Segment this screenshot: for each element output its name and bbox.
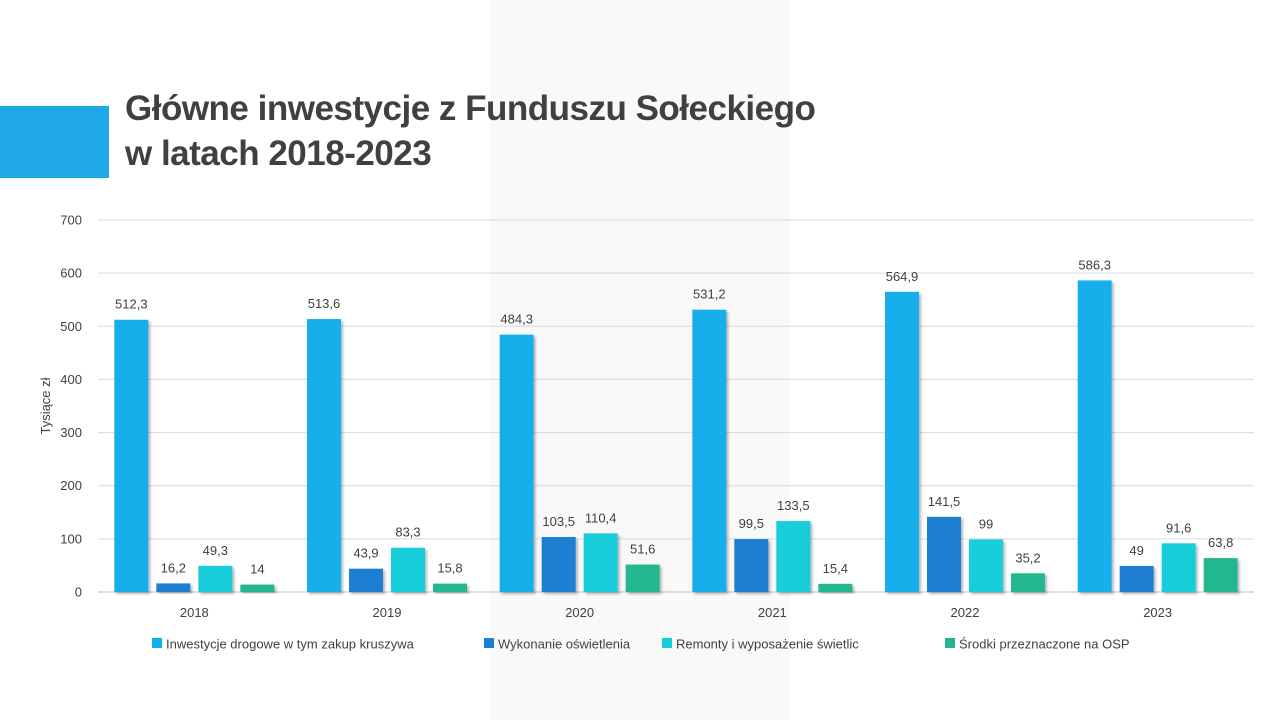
bar-series-3 <box>391 547 425 592</box>
bar-series-2 <box>927 516 961 592</box>
data-label: 531,2 <box>693 287 726 302</box>
data-label: 35,2 <box>1015 550 1040 565</box>
slide-title-line-2: w latach 2018-2023 <box>125 134 432 173</box>
data-label: 110,4 <box>585 510 617 525</box>
data-label: 99,5 <box>739 516 764 531</box>
data-label: 15,4 <box>823 561 848 576</box>
legend-label: Wykonanie oświetlenia <box>498 637 631 652</box>
data-label: 99 <box>979 516 993 531</box>
bar-series-2 <box>734 539 769 592</box>
y-tick-label: 700 <box>60 213 82 228</box>
y-tick-label: 400 <box>60 372 82 387</box>
data-label: 512,3 <box>115 297 148 312</box>
bar-series-4 <box>1011 573 1045 592</box>
y-tick-label: 500 <box>60 319 82 334</box>
data-label: 49,3 <box>203 543 228 558</box>
bar-series-3 <box>583 533 618 592</box>
bar-series-3 <box>776 521 811 592</box>
legend-swatch <box>484 638 494 648</box>
bar-series-1 <box>1077 280 1112 592</box>
x-tick-label: 2020 <box>565 605 594 620</box>
x-tick-label: 2019 <box>373 605 402 620</box>
bar-series-2 <box>1119 565 1154 592</box>
y-axis-ticks: 0 100 200 300 400 500 600 700 <box>60 213 82 600</box>
legend-swatch <box>152 638 162 648</box>
bar-series-3 <box>198 565 233 592</box>
y-tick-label: 200 <box>60 478 82 493</box>
data-label: 16,2 <box>161 560 186 575</box>
x-tick-label: 2022 <box>951 605 980 620</box>
y-tick-label: 600 <box>60 266 82 281</box>
background-band <box>490 0 789 720</box>
bars <box>114 280 1238 592</box>
bar-series-1 <box>885 291 919 592</box>
bar-series-4 <box>625 564 660 592</box>
bar-series-3 <box>1161 543 1196 592</box>
data-label: 103,5 <box>542 514 575 529</box>
data-label: 484,3 <box>500 312 533 327</box>
y-axis-label: Tysiące zł <box>38 377 53 434</box>
legend-label: Remonty i wyposażenie świetlic <box>676 637 859 652</box>
slide-title: Główne inwestycje z Funduszu Sołeckiego … <box>125 86 1025 176</box>
data-label: 513,6 <box>308 296 341 311</box>
data-label: 49 <box>1129 543 1143 558</box>
bar-series-1 <box>307 319 341 592</box>
bar-series-2 <box>541 536 576 592</box>
x-tick-label: 2021 <box>758 605 787 620</box>
bar-series-1 <box>114 319 149 592</box>
y-tick-label: 0 <box>75 585 82 600</box>
y-tick-label: 300 <box>60 425 82 440</box>
legend-swatch <box>945 638 955 648</box>
data-label: 14 <box>250 562 264 577</box>
data-label: 586,3 <box>1078 257 1111 272</box>
x-tick-label: 2018 <box>180 605 209 620</box>
bar-series-1 <box>499 334 534 592</box>
data-label: 63,8 <box>1208 535 1233 550</box>
bar-series-2 <box>349 568 383 592</box>
data-label: 91,6 <box>1166 520 1191 535</box>
title-accent-bar <box>0 106 109 178</box>
data-labels: 512,3 16,2 49,3 14 513,6 43,9 83,3 15,8 484,3 103… <box>115 257 1233 576</box>
y-tick-label: 100 <box>60 531 82 546</box>
bar-series-3 <box>969 539 1003 592</box>
legend-label: Środki przeznaczone na OSP <box>959 637 1130 652</box>
data-label: 51,6 <box>630 542 655 557</box>
bar-series-4 <box>433 583 467 592</box>
bar-series-1 <box>692 309 727 592</box>
legend: Inwestycje drogowe w tym zakup kruszywa W… <box>152 637 1130 652</box>
data-label: 83,3 <box>395 525 420 540</box>
gridlines <box>98 219 1254 593</box>
bar-series-2 <box>156 583 191 592</box>
bar-series-4 <box>1203 558 1238 592</box>
x-tick-label: 2023 <box>1143 605 1172 620</box>
legend-swatch <box>662 638 672 648</box>
data-label: 564,9 <box>886 269 919 284</box>
slide-title-line-1: Główne inwestycje z Funduszu Sołeckiego <box>125 89 816 128</box>
data-label: 15,8 <box>437 561 462 576</box>
legend-label: Inwestycje drogowe w tym zakup kruszywa <box>166 637 415 652</box>
data-label: 141,5 <box>928 494 961 509</box>
x-axis-ticks: 2018 2019 2020 2021 2022 2023 <box>180 605 1172 620</box>
data-label: 43,9 <box>353 546 378 561</box>
bar-series-4 <box>818 583 853 592</box>
bar-series-4 <box>240 584 275 592</box>
data-label: 133,5 <box>777 498 810 513</box>
